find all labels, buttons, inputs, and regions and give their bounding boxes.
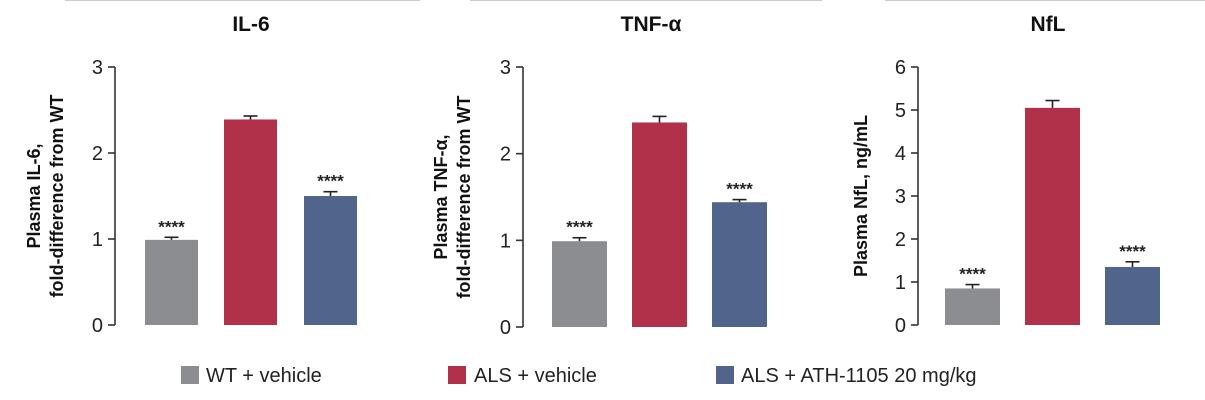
chart-il-6: IL-6 Plasma IL-6, fold-difference from WT 0… [24, 0, 420, 337]
y-tick-label: 1 [92, 229, 103, 251]
y-tick-label: 1 [500, 230, 511, 252]
legend-item: ALS + ATH-1105 20 mg/kg [716, 365, 977, 387]
y-tick-label: 2 [895, 229, 906, 251]
bar [1105, 266, 1160, 325]
y-axis-label: Plasma NfL, ng/mL [851, 115, 871, 277]
y-tick-label: 2 [92, 143, 103, 165]
y-tick-label: 0 [500, 317, 511, 339]
y-tick-label: 0 [895, 315, 906, 337]
y-tick-label: 1 [895, 272, 906, 294]
legend-label: ALS + ATH-1105 20 mg/kg [741, 365, 977, 387]
y-tick-label: 2 [500, 144, 511, 166]
bar [145, 239, 198, 325]
legend-label: ALS + vehicle [474, 365, 597, 387]
chart-tnf-: TNF-α Plasma TNF-α, fold-difference from W… [431, 0, 822, 339]
bar [712, 202, 767, 327]
y-axis-label: fold-difference from WT [47, 95, 67, 298]
chart-title: TNF-α [621, 13, 682, 36]
y-tick-label: 3 [500, 57, 511, 79]
legend-swatch [181, 366, 199, 384]
significance-label: **** [726, 180, 753, 199]
significance-label: **** [566, 218, 593, 237]
chart-nfl: NfL Plasma NfL, ng/mL 0 1 2 3 4 5 6 **** **** [851, 0, 1205, 337]
legend-label: WT + vehicle [206, 365, 322, 387]
bar [632, 122, 687, 327]
legend: WT + vehicle ALS + vehicle ALS + ATH-1105 … [181, 365, 977, 387]
legend-item: ALS + vehicle [448, 365, 597, 387]
legend-swatch [448, 366, 466, 384]
y-axis-label: Plasma IL-6, [24, 143, 44, 248]
y-tick-label: 0 [92, 315, 103, 337]
chart-title: NfL [1031, 13, 1066, 36]
significance-label: **** [959, 265, 986, 284]
y-axis-label: fold-difference from WT [454, 96, 474, 299]
significance-label: **** [317, 172, 344, 191]
y-tick-label: 6 [895, 57, 906, 79]
legend-item: WT + vehicle [181, 365, 322, 387]
significance-label: **** [1119, 242, 1146, 261]
y-tick-label: 3 [92, 57, 103, 79]
bar [304, 196, 357, 325]
y-axis-label: Plasma TNF-α, [431, 134, 451, 259]
y-tick-label: 5 [895, 100, 906, 122]
y-tick-label: 4 [895, 143, 906, 165]
y-tick-label: 3 [895, 186, 906, 208]
legend-swatch [716, 366, 734, 384]
significance-label: **** [158, 217, 185, 236]
bar [552, 241, 607, 327]
bar [945, 288, 1000, 325]
bar [1025, 107, 1080, 325]
chart-title: IL-6 [232, 13, 269, 36]
bar [224, 119, 277, 326]
